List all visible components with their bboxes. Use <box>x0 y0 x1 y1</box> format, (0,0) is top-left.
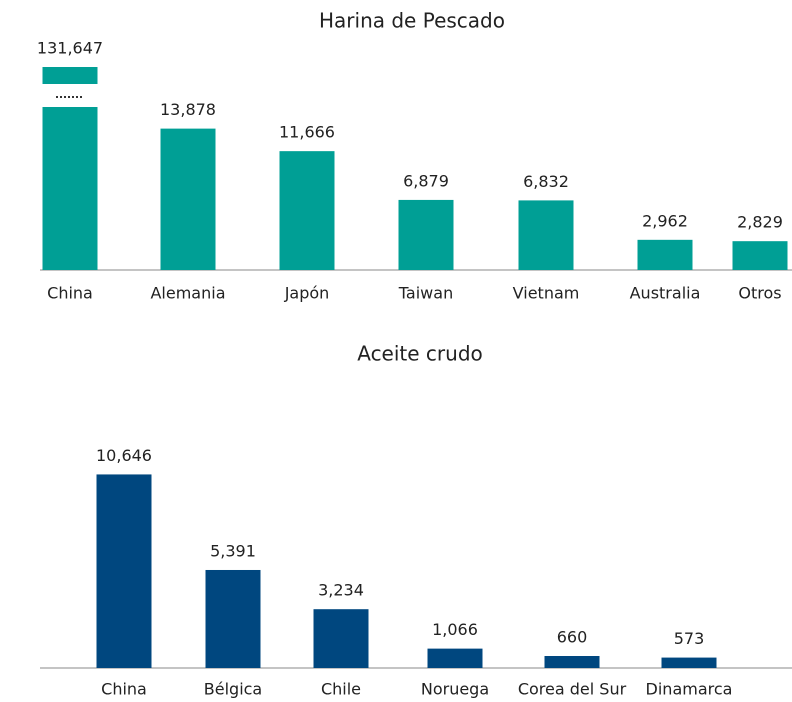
x-tick-label: Corea del Sur <box>518 680 627 699</box>
value-label: 3,234 <box>318 581 364 600</box>
bar <box>637 239 693 270</box>
x-tick-label: Otros <box>738 284 781 303</box>
x-tick-label: Taiwan <box>398 284 453 303</box>
value-label: 573 <box>674 629 705 648</box>
bar <box>661 657 717 668</box>
x-tick-label: Australia <box>630 284 701 303</box>
bar <box>427 648 483 668</box>
bar <box>313 609 369 668</box>
value-label: 2,829 <box>737 213 783 232</box>
x-tick-label: Alemania <box>150 284 225 303</box>
value-label: 660 <box>557 628 588 647</box>
x-tick-label: Vietnam <box>513 284 580 303</box>
value-label: 131,647 <box>37 39 103 58</box>
bar <box>96 474 152 668</box>
bar <box>160 128 216 270</box>
value-label: 11,666 <box>279 123 335 142</box>
x-tick-label: Bélgica <box>204 680 262 699</box>
bar <box>732 241 788 270</box>
value-label: 1,066 <box>432 620 478 639</box>
chart-title: Harina de Pescado <box>319 9 505 33</box>
x-tick-label: China <box>101 680 147 699</box>
value-label: 5,391 <box>210 541 256 560</box>
bar <box>279 151 335 270</box>
bar <box>518 200 574 270</box>
bar <box>205 569 261 668</box>
chart-title: Aceite crudo <box>357 342 483 366</box>
x-tick-label: China <box>47 284 93 303</box>
bar <box>42 107 98 270</box>
bar-top <box>42 67 98 84</box>
value-label: 6,879 <box>403 171 449 190</box>
value-label: 13,878 <box>160 100 216 119</box>
x-tick-label: Chile <box>321 680 361 699</box>
value-label: 2,962 <box>642 211 688 230</box>
x-tick-label: Noruega <box>421 680 489 699</box>
value-label: 6,832 <box>523 172 569 191</box>
bar <box>544 656 600 668</box>
x-tick-label: Japón <box>284 284 330 303</box>
value-label: 10,646 <box>96 446 152 465</box>
x-tick-label: Dinamarca <box>646 680 733 699</box>
bar <box>398 199 454 270</box>
